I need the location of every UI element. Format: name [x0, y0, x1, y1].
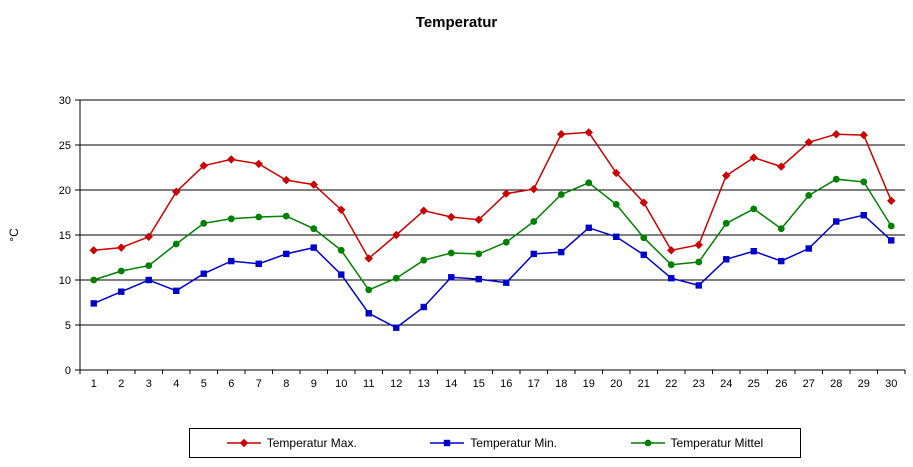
svg-text:3: 3	[146, 378, 152, 390]
svg-text:20: 20	[59, 185, 71, 197]
svg-text:21: 21	[638, 378, 650, 390]
svg-text:25: 25	[59, 140, 71, 152]
svg-text:27: 27	[803, 378, 815, 390]
legend-marker-max-icon	[226, 438, 261, 448]
svg-text:7: 7	[256, 378, 262, 390]
svg-text:12: 12	[390, 378, 402, 390]
legend-item-temperatur-min: Temperatur Min.	[430, 436, 557, 450]
svg-text:15: 15	[473, 378, 485, 390]
svg-text:2: 2	[118, 378, 124, 390]
svg-text:10: 10	[335, 378, 347, 390]
svg-text:10: 10	[59, 275, 71, 287]
svg-text:19: 19	[583, 378, 595, 390]
svg-text:9: 9	[311, 378, 317, 390]
svg-text:18: 18	[555, 378, 567, 390]
svg-text:22: 22	[665, 378, 677, 390]
svg-text:30: 30	[885, 378, 897, 390]
svg-text:5: 5	[201, 378, 207, 390]
svg-text:26: 26	[775, 378, 787, 390]
svg-text:1: 1	[91, 378, 97, 390]
svg-text:8: 8	[283, 378, 289, 390]
legend-marker-mittel-icon	[630, 439, 665, 447]
chart-title: Temperatur	[415, 14, 498, 31]
svg-text:28: 28	[830, 378, 842, 390]
svg-text:0: 0	[65, 365, 71, 377]
svg-text:24: 24	[720, 378, 732, 390]
svg-text:15: 15	[59, 230, 71, 242]
legend-label-temperatur-min: Temperatur Min.	[470, 436, 557, 450]
svg-text:4: 4	[173, 378, 179, 390]
svg-text:16: 16	[500, 378, 512, 390]
svg-text:30: 30	[59, 95, 71, 107]
svg-text:6: 6	[228, 378, 234, 390]
svg-text:29: 29	[858, 378, 870, 390]
svg-text:25: 25	[748, 378, 760, 390]
svg-text:13: 13	[418, 378, 430, 390]
legend-marker-min-icon	[430, 439, 465, 447]
legend-label-temperatur-mittel: Temperatur Mittel	[670, 436, 764, 450]
chart-legend: Temperatur Max. Temperatur Min. Temperat…	[189, 428, 801, 458]
svg-text:°C: °C	[7, 228, 21, 242]
svg-text:11: 11	[363, 378, 374, 390]
svg-text:23: 23	[693, 378, 705, 390]
svg-text:20: 20	[610, 378, 622, 390]
svg-text:5: 5	[65, 320, 71, 332]
svg-text:14: 14	[445, 378, 457, 390]
legend-item-temperatur-mittel: Temperatur Mittel	[630, 436, 764, 450]
svg-text:17: 17	[528, 378, 540, 390]
legend-item-temperatur-max: Temperatur Max.	[226, 436, 357, 450]
legend-label-temperatur-max: Temperatur Max.	[266, 436, 357, 450]
